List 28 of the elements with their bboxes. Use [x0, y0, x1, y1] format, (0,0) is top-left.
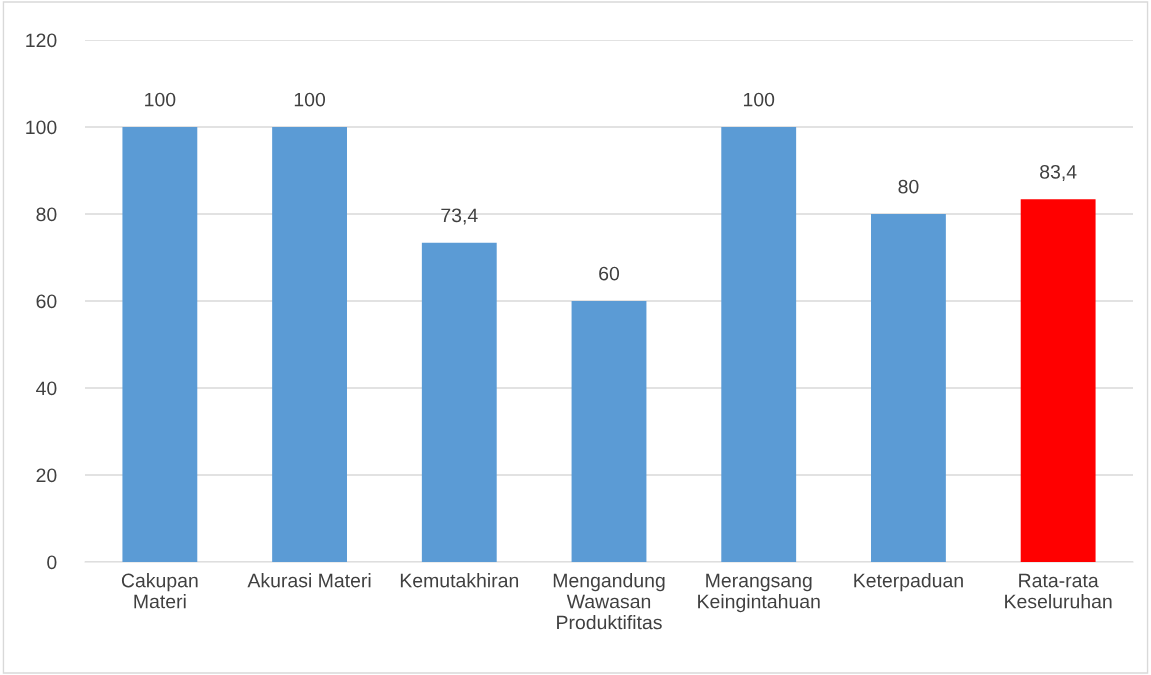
y-tick-label: 20 — [36, 468, 57, 483]
data-label: 83,4 — [1040, 164, 1077, 181]
data-label: 100 — [294, 92, 326, 107]
x-tick-label: Akurasi Materi — [247, 573, 371, 588]
data-label: 100 — [743, 92, 775, 107]
bar — [1020, 199, 1096, 562]
bar — [122, 127, 198, 562]
data-label: 60 — [599, 266, 620, 281]
y-tick-label: 120 — [26, 33, 57, 48]
y-tick-label: 80 — [36, 207, 57, 222]
y-tick-label: 100 — [26, 120, 57, 135]
x-tick-label: Mengandung Wawasan Produktifitas — [553, 573, 665, 630]
bar — [721, 127, 797, 562]
data-label: 100 — [145, 92, 176, 107]
x-tick-label: Rata-rata Keseluruhan — [1005, 573, 1112, 609]
bar — [571, 301, 647, 562]
data-label: 80 — [898, 179, 919, 194]
x-tick-label: Merangsang Keingintahuan — [698, 573, 820, 613]
bar — [871, 214, 946, 562]
x-tick-label: Keterpaduan — [854, 573, 963, 592]
bar — [421, 242, 497, 562]
y-tick-label: 60 — [36, 294, 57, 309]
y-tick-label: 40 — [36, 381, 57, 396]
data-label: 73,4 — [441, 208, 478, 225]
x-tick-label: Kemutakhiran — [400, 573, 519, 588]
x-tick-label: Cakupan Materi — [121, 573, 198, 609]
bar — [272, 127, 347, 562]
y-tick-label: 0 — [47, 555, 57, 570]
